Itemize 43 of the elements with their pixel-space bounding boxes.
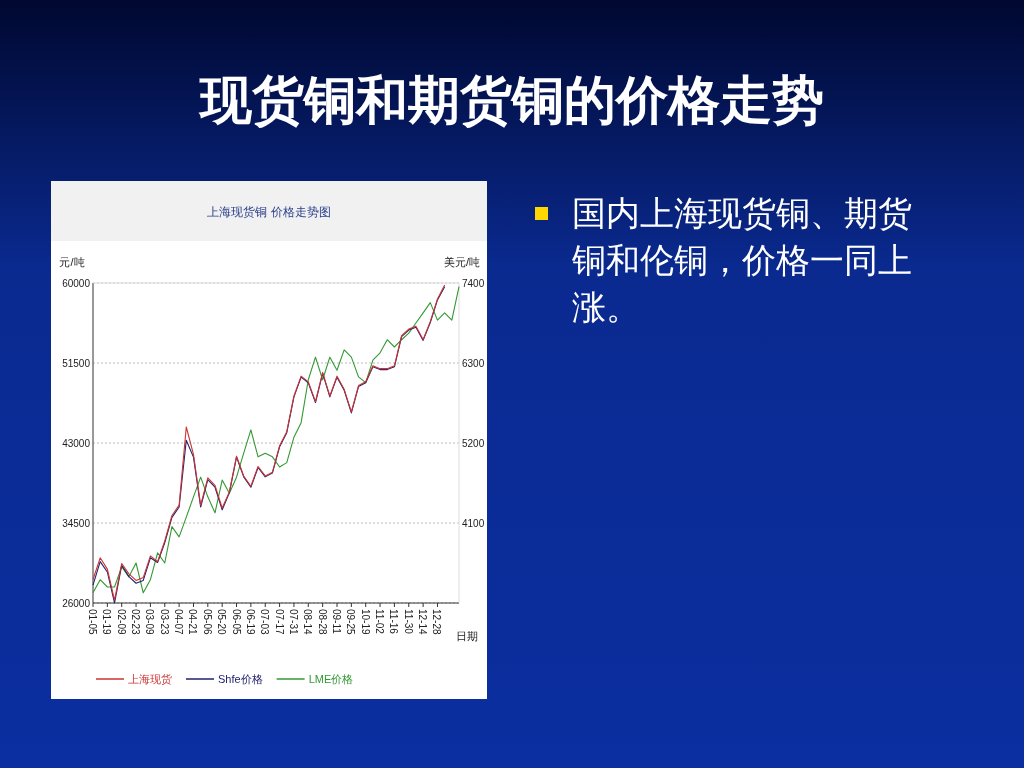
x-axis-title: 日期 [456, 630, 478, 642]
x-tick-label: 11-16 [388, 609, 400, 635]
x-tick-label: 06-05 [230, 609, 242, 636]
legend-label: Shfe价格 [218, 673, 263, 685]
x-tick-label: 03-09 [144, 609, 156, 636]
x-tick-label: 12-14 [417, 609, 429, 636]
x-tick-label: 01-05 [87, 609, 98, 636]
x-tick-label: 10-19 [359, 609, 371, 636]
x-tick-label: 12-28 [431, 609, 443, 636]
x-tick-label: 02-09 [115, 609, 127, 636]
text: 国内上海现货铜、期货铜和伦铜，价格一同上涨。 [572, 194, 913, 328]
y2-axis-title: 美元/吨 [443, 256, 481, 268]
x-tick-label: 05-20 [216, 609, 228, 636]
x-tick-label: 04-07 [173, 609, 185, 636]
chart-title: 现货铜和期货铜的价格走势 [198, 72, 824, 129]
x-tick-label: 05-06 [201, 609, 213, 636]
x-tick-label: 09-11 [331, 609, 342, 635]
x-tick-label: 11-02 [374, 609, 386, 635]
legend-label: 上海现货 [128, 673, 172, 685]
y2-tick-label: 4100 [462, 518, 485, 529]
y-axis-title: 元/吨 [59, 256, 85, 268]
x-tick-label: 03-23 [158, 609, 170, 636]
chart-subtitle: 上海现货铜 价格走势图 [207, 205, 331, 219]
y2-tick-label: 6300 [462, 358, 485, 369]
y-tick-label: 43000 [62, 438, 91, 449]
x-tick-label: 07-03 [259, 609, 271, 636]
x-tick-label: 07-31 [287, 609, 299, 636]
x-tick-label: 09-25 [345, 609, 357, 636]
y-tick-label: 26000 [62, 598, 91, 609]
x-tick-label: 07-17 [273, 609, 285, 636]
y2-tick-label: 7400 [462, 278, 485, 289]
x-tick-label: 01-19 [101, 609, 113, 636]
y2-tick-label: 5200 [462, 438, 485, 449]
x-tick-label: 11-30 [402, 609, 414, 635]
legend-label: LME价格 [308, 673, 354, 685]
x-tick-label: 08-14 [302, 609, 314, 636]
x-tick-label: 02-23 [130, 609, 142, 636]
y-tick-label: 60000 [62, 278, 91, 289]
y-tick-label: 34500 [62, 518, 91, 529]
y-tick-label: 51500 [62, 358, 91, 369]
x-tick-label: 04-21 [187, 609, 199, 636]
x-tick-label: 08-28 [316, 609, 328, 636]
x-tick-label: 06-19 [244, 609, 256, 636]
